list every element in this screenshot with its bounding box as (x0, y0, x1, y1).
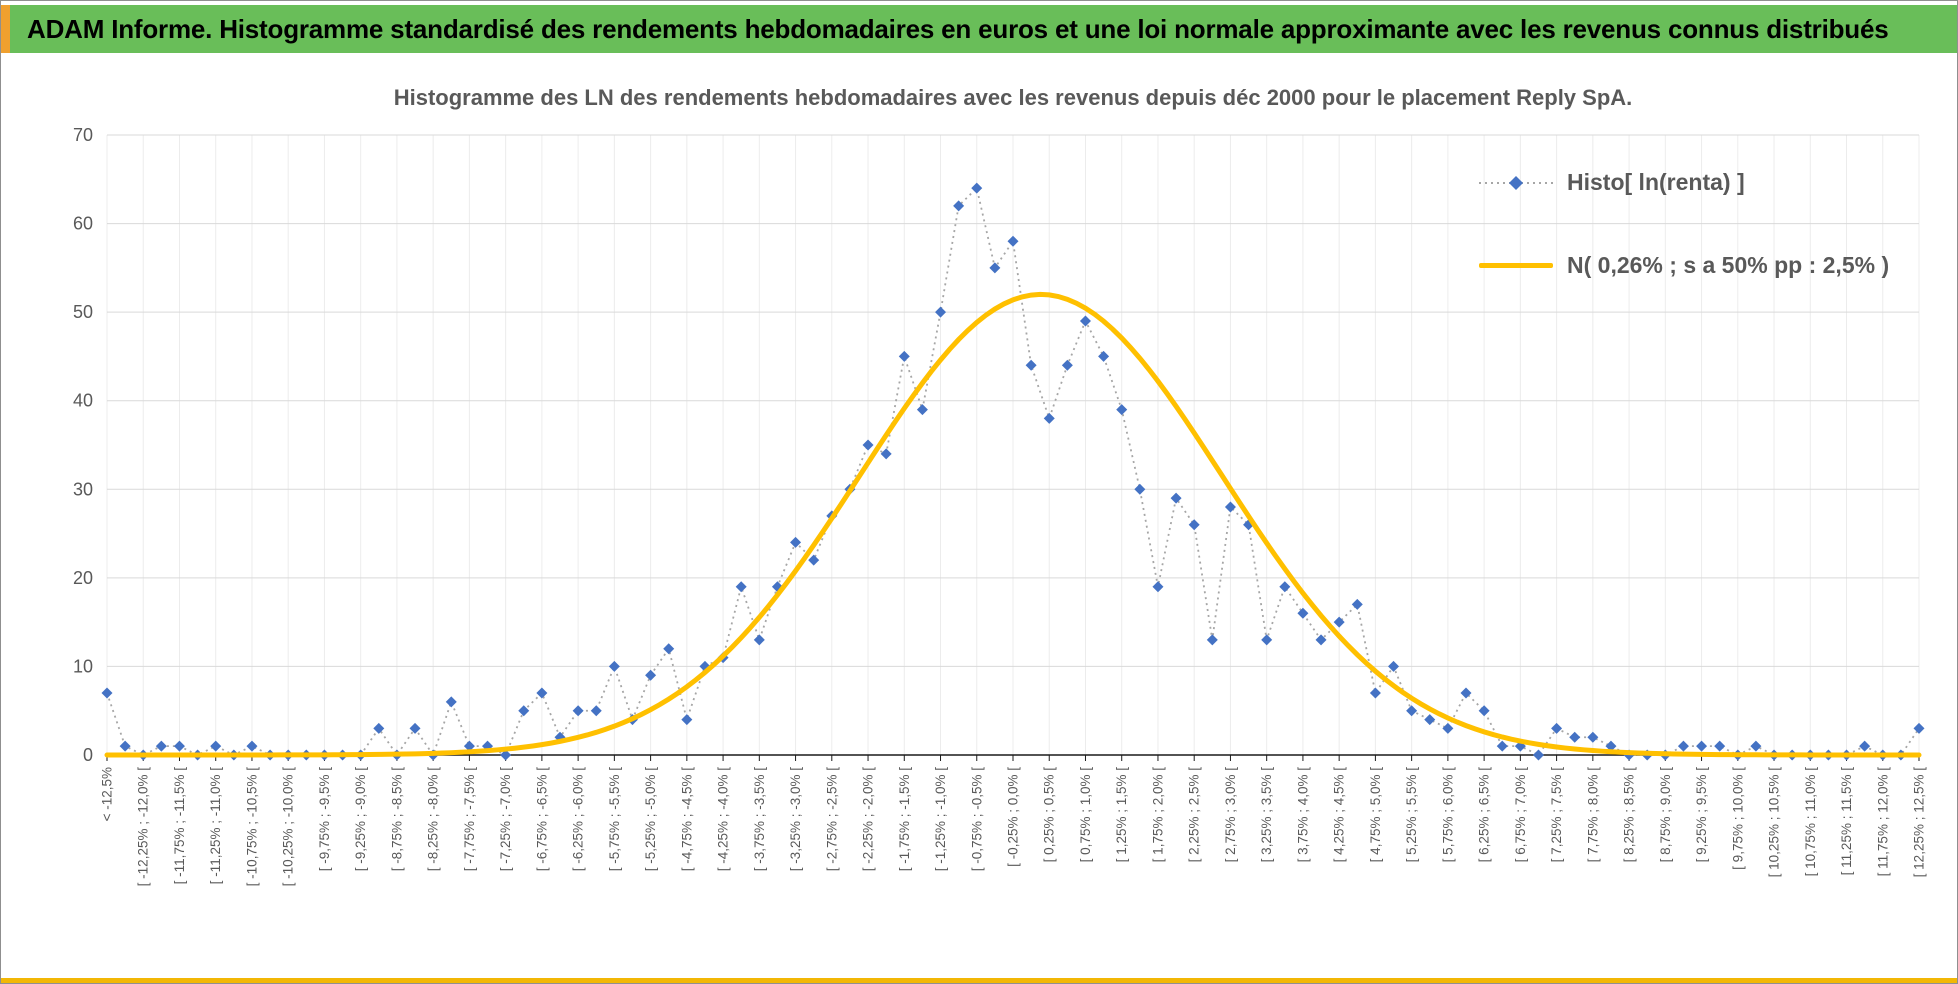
svg-text:[ 0,25% ; 0,5% [: [ 0,25% ; 0,5% [ (1042, 767, 1057, 863)
legend-label-histogram: Histo[ ln(renta) ] (1567, 169, 1745, 195)
svg-text:[ -12,25% ; -12,0% [: [ -12,25% ; -12,0% [ (136, 767, 151, 887)
legend-item-normal[interactable]: N( 0,26% ; s a 50% pp : 2,5% ) (1479, 252, 1889, 279)
svg-text:40: 40 (73, 391, 93, 411)
svg-text:[ 8,25% ; 8,5% [: [ 8,25% ; 8,5% [ (1622, 767, 1637, 863)
svg-text:[ 7,75% ; 8,0% [: [ 7,75% ; 8,0% [ (1585, 767, 1600, 863)
svg-text:[ 0,75% ; 1,0% [: [ 0,75% ; 1,0% [ (1078, 767, 1093, 863)
svg-text:[ -10,25% ; -10,0% [: [ -10,25% ; -10,0% [ (281, 767, 296, 887)
svg-text:50: 50 (73, 302, 93, 322)
svg-text:[ -0,25% ; 0,0% [: [ -0,25% ; 0,0% [ (1006, 767, 1021, 867)
svg-text:[ -3,75% ; -3,5% [: [ -3,75% ; -3,5% [ (752, 767, 767, 872)
header-banner: ADAM Informe. Histogramme standardisé de… (1, 5, 1957, 53)
svg-text:[ 8,75% ; 9,0% [: [ 8,75% ; 9,0% [ (1658, 767, 1673, 863)
svg-text:[ -9,75% ; -9,5% [: [ -9,75% ; -9,5% [ (317, 767, 332, 872)
svg-text:[ 5,25% ; 5,5% [: [ 5,25% ; 5,5% [ (1404, 767, 1419, 863)
svg-text:[ 1,75% ; 2,0% [: [ 1,75% ; 2,0% [ (1150, 767, 1165, 863)
svg-text:[ 6,25% ; 6,5% [: [ 6,25% ; 6,5% [ (1477, 767, 1492, 863)
svg-text:[ 9,25% ; 9,5% [: [ 9,25% ; 9,5% [ (1694, 767, 1709, 863)
svg-text:[ 11,25% ; 11,5% [: [ 11,25% ; 11,5% [ (1839, 767, 1854, 876)
svg-text:[ 7,25% ; 7,5% [: [ 7,25% ; 7,5% [ (1549, 767, 1564, 863)
svg-text:[ -2,25% ; -2,0% [: [ -2,25% ; -2,0% [ (861, 767, 876, 872)
svg-text:[ 1,25% ; 1,5% [: [ 1,25% ; 1,5% [ (1114, 767, 1129, 863)
legend-item-histogram[interactable]: Histo[ ln(renta) ] (1479, 169, 1889, 196)
svg-text:[ -11,75% ; -11,5% [: [ -11,75% ; -11,5% [ (172, 767, 187, 885)
svg-text:[ 6,75% ; 7,0% [: [ 6,75% ; 7,0% [ (1513, 767, 1528, 863)
svg-text:[ -7,25% ; -7,0% [: [ -7,25% ; -7,0% [ (498, 767, 513, 872)
bottom-accent-line (1, 978, 1957, 983)
normal-curve-marker (1479, 263, 1553, 268)
chart-title: Histogramme des LN des rendements hebdom… (393, 85, 1633, 110)
svg-text:< -12,5%: < -12,5% (100, 767, 115, 821)
svg-text:[ -0,75% ; -0,5% [: [ -0,75% ; -0,5% [ (969, 767, 984, 872)
chart-legend: Histo[ ln(renta) ] N( 0,26% ; s a 50% pp… (1479, 169, 1889, 279)
svg-text:[ -8,25% ; -8,0% [: [ -8,25% ; -8,0% [ (426, 767, 441, 872)
histogram-series-marker (1479, 174, 1553, 192)
legend-label-normal: N( 0,26% ; s a 50% pp : 2,5% ) (1567, 252, 1890, 278)
svg-text:[ 12,25% ; 12,5% [: [ 12,25% ; 12,5% [ (1912, 767, 1927, 878)
svg-text:60: 60 (73, 214, 93, 234)
svg-text:[ 2,75% ; 3,0% [: [ 2,75% ; 3,0% [ (1223, 767, 1238, 863)
svg-text:0: 0 (83, 745, 93, 765)
svg-text:[ -4,25% ; -4,0% [: [ -4,25% ; -4,0% [ (716, 767, 731, 872)
svg-text:[ -8,75% ; -8,5% [: [ -8,75% ; -8,5% [ (389, 767, 404, 872)
svg-text:[ 3,25% ; 3,5% [: [ 3,25% ; 3,5% [ (1259, 767, 1274, 863)
svg-text:[ -5,25% ; -5,0% [: [ -5,25% ; -5,0% [ (643, 767, 658, 872)
svg-text:[ 4,25% ; 4,5% [: [ 4,25% ; 4,5% [ (1332, 767, 1347, 863)
normal-curve (104, 291, 1922, 758)
svg-text:[ 5,75% ; 6,0% [: [ 5,75% ; 6,0% [ (1440, 767, 1455, 863)
header-accent-bar (1, 5, 10, 53)
svg-text:[ -4,75% ; -4,5% [: [ -4,75% ; -4,5% [ (679, 767, 694, 872)
svg-text:[ 10,25% ; 10,5% [: [ 10,25% ; 10,5% [ (1767, 767, 1782, 878)
svg-text:[ -6,25% ; -6,0% [: [ -6,25% ; -6,0% [ (571, 767, 586, 872)
svg-text:[ -9,25% ; -9,0% [: [ -9,25% ; -9,0% [ (353, 767, 368, 872)
svg-text:70: 70 (73, 125, 93, 145)
svg-text:[ -3,25% ; -3,0% [: [ -3,25% ; -3,0% [ (788, 767, 803, 872)
svg-text:[ -10,75% ; -10,5% [: [ -10,75% ; -10,5% [ (244, 767, 259, 887)
svg-text:[ -11,25% ; -11,0% [: [ -11,25% ; -11,0% [ (208, 767, 223, 885)
vertical-gridlines (106, 135, 1920, 755)
svg-text:[ -6,75% ; -6,5% [: [ -6,75% ; -6,5% [ (534, 767, 549, 872)
svg-text:[ -1,75% ; -1,5% [: [ -1,75% ; -1,5% [ (897, 767, 912, 872)
horizontal-gridlines (107, 134, 1919, 667)
svg-text:[ -5,75% ; -5,5% [: [ -5,75% ; -5,5% [ (607, 767, 622, 872)
y-axis-labels: 0 10 20 30 40 50 60 70 (73, 125, 93, 765)
svg-text:10: 10 (73, 656, 93, 676)
svg-text:[ 4,75% ; 5,0% [: [ 4,75% ; 5,0% [ (1368, 767, 1383, 863)
svg-text:[ -2,75% ; -2,5% [: [ -2,75% ; -2,5% [ (824, 767, 839, 872)
svg-text:20: 20 (73, 568, 93, 588)
svg-text:[ -1,25% ; -1,0% [: [ -1,25% ; -1,0% [ (933, 767, 948, 872)
svg-text:[ -7,75% ; -7,5% [: [ -7,75% ; -7,5% [ (462, 767, 477, 872)
svg-text:30: 30 (73, 479, 93, 499)
svg-text:[ 10,75% ; 11,0% [: [ 10,75% ; 11,0% [ (1803, 767, 1818, 877)
report-title: ADAM Informe. Histogramme standardisé de… (27, 13, 1889, 44)
svg-text:[ 11,75% ; 12,0% [: [ 11,75% ; 12,0% [ (1875, 767, 1890, 877)
x-axis-labels: < -12,5% [ -12,25% ; -12,0% [ [ -11,75% ; … (100, 767, 1927, 887)
svg-text:[ 9,75% ; 10,0% [: [ 9,75% ; 10,0% [ (1730, 767, 1745, 870)
svg-text:[ 2,25% ; 2,5% [: [ 2,25% ; 2,5% [ (1187, 767, 1202, 863)
svg-text:[ 3,75% ; 4,0% [: [ 3,75% ; 4,0% [ (1295, 767, 1310, 863)
